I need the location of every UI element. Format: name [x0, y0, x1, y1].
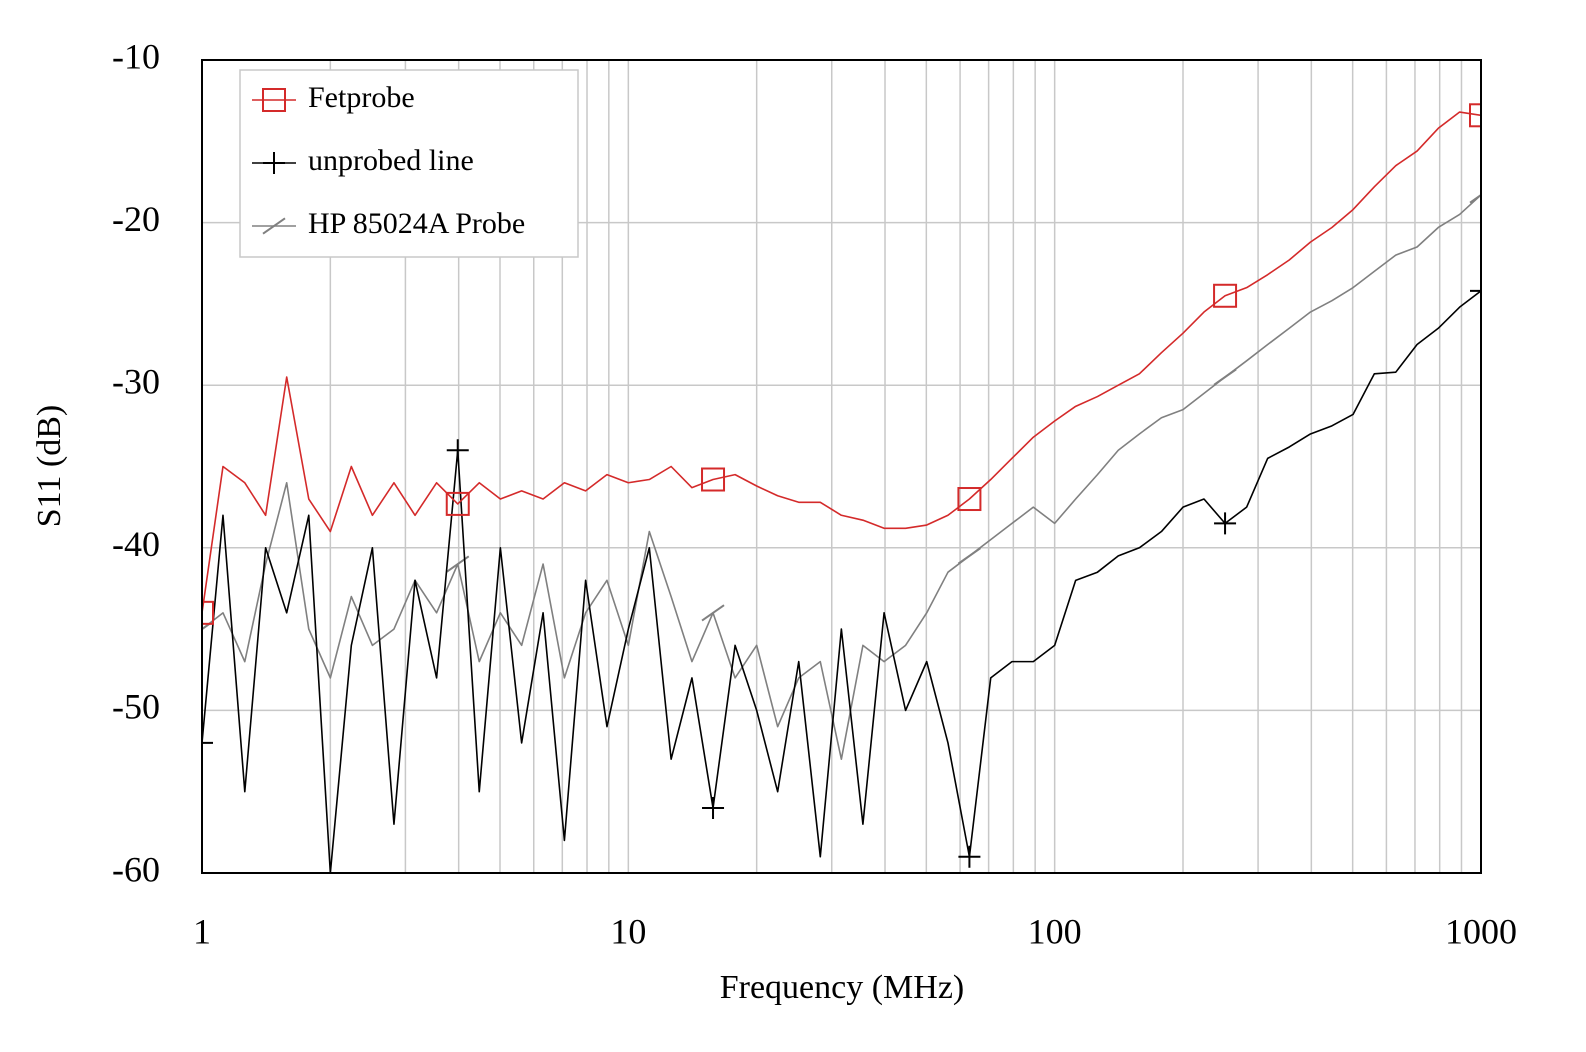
legend-label: unprobed line: [308, 144, 474, 177]
marker: [445, 491, 470, 516]
series-line: [202, 290, 1481, 874]
series: [202, 279, 1481, 874]
marker: [1469, 193, 1481, 204]
marker: [1213, 283, 1238, 308]
marker: [1214, 512, 1237, 535]
y-tick-label: -30: [112, 361, 160, 401]
y-tick-label: -20: [112, 199, 160, 239]
legend: Fetprobe unprobed line HP 85024A Probe: [239, 69, 579, 258]
series: [202, 103, 1481, 625]
x-tick-label: 10: [610, 911, 646, 951]
marker: [958, 845, 981, 868]
marker: [957, 487, 982, 512]
series: [202, 193, 1481, 760]
y-tick-label: -60: [112, 849, 160, 889]
marker: [202, 600, 214, 625]
marker: [262, 88, 286, 112]
marker: [701, 467, 726, 492]
y-tick-label: -10: [112, 36, 160, 76]
y-axis-label: S11 (dB): [31, 405, 68, 527]
marker: [1470, 279, 1481, 302]
marker: [701, 604, 725, 622]
x-tick-label: 1: [193, 911, 211, 951]
legend-label: Fetprobe: [308, 81, 415, 114]
series-line: [202, 111, 1481, 613]
x-tick-label: 100: [1028, 911, 1082, 951]
marker: [957, 547, 981, 565]
marker: [202, 731, 213, 754]
x-axis-label: Frequency (MHz): [720, 969, 965, 1006]
legend-label: HP 85024A Probe: [308, 207, 525, 240]
marker: [1213, 368, 1237, 386]
plot-frame: [201, 59, 1482, 874]
marker: [1469, 103, 1481, 128]
marker: [702, 796, 725, 819]
series-line: [202, 194, 1481, 760]
y-tick-label: -40: [112, 524, 160, 564]
x-tick-label: 1000: [1445, 911, 1517, 951]
marker: [446, 439, 469, 462]
marker: [262, 217, 286, 235]
legend-box: [239, 69, 579, 258]
marker: [263, 152, 285, 174]
y-tick-label: -50: [112, 687, 160, 727]
